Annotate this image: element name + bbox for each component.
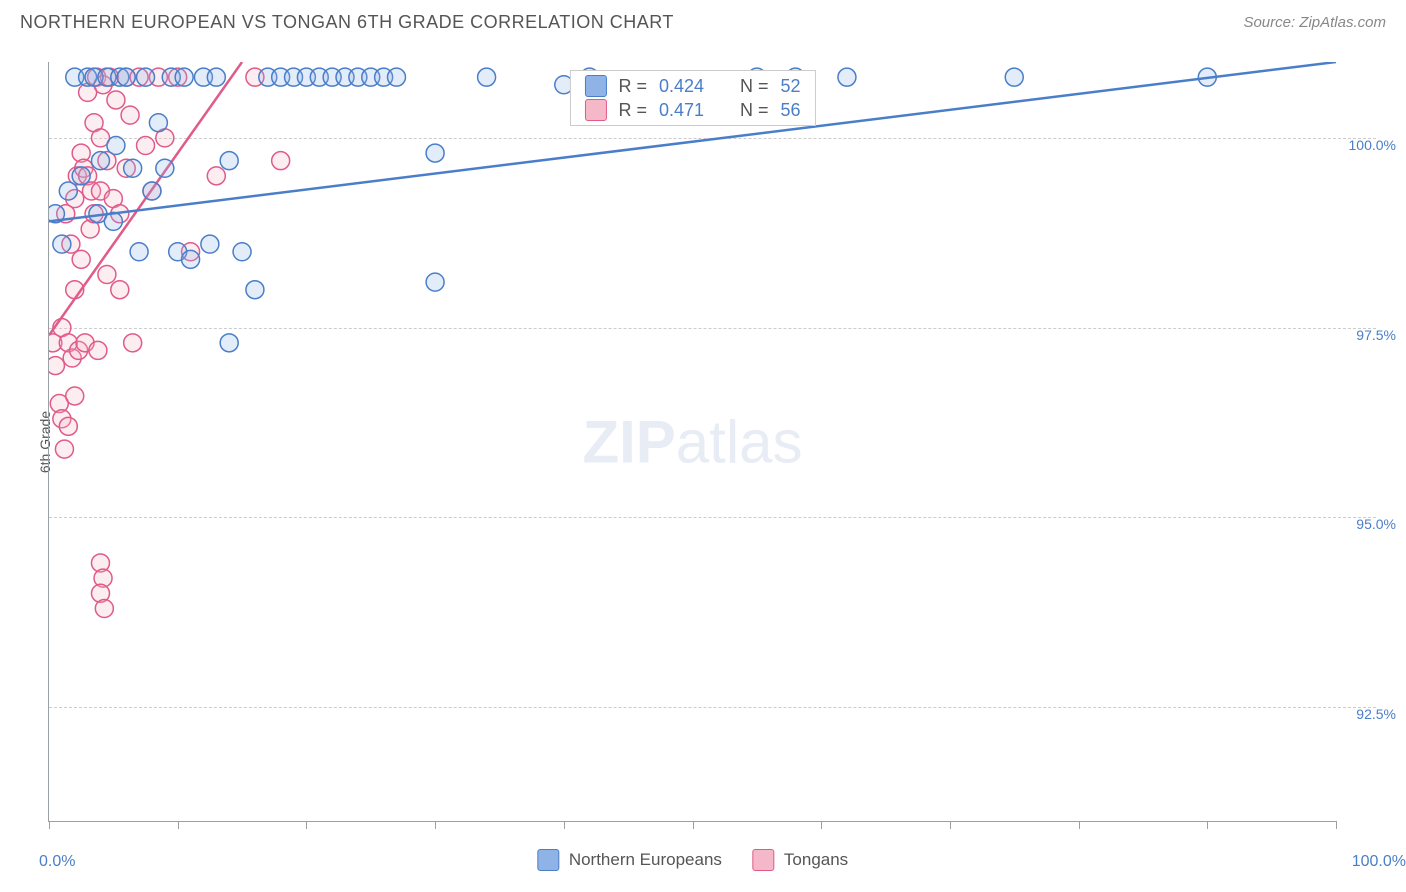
x-tick (306, 821, 307, 829)
legend-item-northern: Northern Europeans (537, 849, 722, 871)
data-point (55, 440, 73, 458)
data-point (107, 91, 125, 109)
legend-item-tongan: Tongans (752, 849, 848, 871)
x-tick (435, 821, 436, 829)
data-point (121, 106, 139, 124)
data-point (111, 281, 129, 299)
x-tick (1079, 821, 1080, 829)
x-tick (1207, 821, 1208, 829)
data-point (156, 159, 174, 177)
data-point (426, 144, 444, 162)
data-point (89, 341, 107, 359)
legend-swatch-tongan (584, 99, 606, 121)
data-point (117, 68, 135, 86)
x-tick (693, 821, 694, 829)
data-point (175, 68, 193, 86)
r-label: R = (618, 76, 647, 97)
r-label: R = (618, 100, 647, 121)
correlation-legend: R = 0.424 N = 52 R = 0.471 N = 56 (569, 70, 815, 126)
data-point (272, 152, 290, 170)
data-point (49, 357, 64, 375)
data-point (137, 136, 155, 154)
data-point (478, 68, 496, 86)
data-point (107, 136, 125, 154)
legend-row-tongan: R = 0.471 N = 56 (584, 99, 800, 121)
data-point (137, 68, 155, 86)
data-point (124, 334, 142, 352)
data-point (220, 152, 238, 170)
data-point (220, 334, 238, 352)
n-value-northern: 52 (781, 76, 801, 97)
legend-label-northern: Northern Europeans (569, 850, 722, 870)
x-axis-max-label: 100.0% (1352, 853, 1406, 871)
x-tick (49, 821, 50, 829)
legend-row-northern: R = 0.424 N = 52 (584, 75, 800, 97)
scatter-plot-svg (49, 62, 1336, 821)
x-tick (821, 821, 822, 829)
n-value-tongan: 56 (781, 100, 801, 121)
data-point (143, 182, 161, 200)
data-point (59, 417, 77, 435)
legend-swatch-northern (584, 75, 606, 97)
r-value-northern: 0.424 (659, 76, 704, 97)
legend-label-tongan: Tongans (784, 850, 848, 870)
data-point (207, 167, 225, 185)
r-value-tongan: 0.471 (659, 100, 704, 121)
data-point (91, 152, 109, 170)
data-point (59, 182, 77, 200)
x-tick (1336, 821, 1337, 829)
header: NORTHERN EUROPEAN VS TONGAN 6TH GRADE CO… (0, 0, 1406, 41)
data-point (53, 235, 71, 253)
data-point (233, 243, 251, 261)
chart-title: NORTHERN EUROPEAN VS TONGAN 6TH GRADE CO… (20, 12, 674, 33)
chart-area: 6th Grade ZIPatlas 100.0%97.5%95.0%92.5%… (48, 62, 1336, 822)
data-point (124, 159, 142, 177)
y-tick-label: 95.0% (1356, 502, 1396, 532)
data-point (66, 387, 84, 405)
data-point (182, 250, 200, 268)
data-point (1005, 68, 1023, 86)
y-tick-label: 92.5% (1356, 692, 1396, 722)
x-axis-min-label: 0.0% (39, 853, 75, 871)
y-tick-label: 100.0% (1349, 123, 1396, 153)
source-label: Source: ZipAtlas.com (1243, 14, 1386, 31)
data-point (207, 68, 225, 86)
data-point (246, 281, 264, 299)
data-point (426, 273, 444, 291)
data-point (95, 599, 113, 617)
x-tick (178, 821, 179, 829)
series-legend: Northern Europeans Tongans (537, 849, 848, 871)
legend-swatch-northern (537, 849, 559, 871)
x-tick (950, 821, 951, 829)
legend-swatch-tongan (752, 849, 774, 871)
data-point (149, 114, 167, 132)
data-point (72, 250, 90, 268)
data-point (201, 235, 219, 253)
x-tick (564, 821, 565, 829)
n-label: N = (740, 100, 769, 121)
data-point (72, 167, 90, 185)
data-point (130, 243, 148, 261)
n-label: N = (740, 76, 769, 97)
plot-area: ZIPatlas 100.0%97.5%95.0%92.5% 0.0% 100.… (48, 62, 1336, 822)
data-point (838, 68, 856, 86)
data-point (98, 266, 116, 284)
y-tick-label: 97.5% (1356, 313, 1396, 343)
data-point (387, 68, 405, 86)
